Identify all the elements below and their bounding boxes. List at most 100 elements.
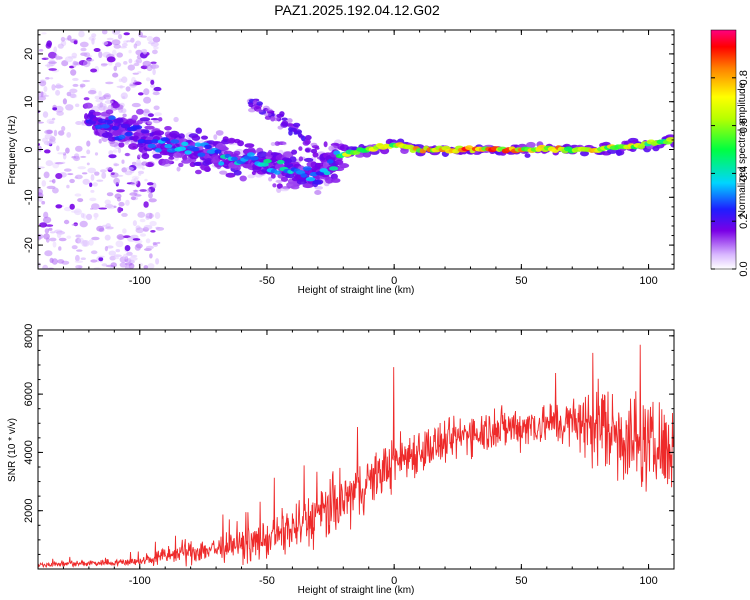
heatmap-cell (58, 246, 62, 251)
heatmap-cell (72, 77, 79, 81)
heatmap-cell (94, 217, 98, 220)
heatmap-cell (141, 153, 150, 160)
heatmap-cell (89, 197, 97, 202)
heatmap-cell (109, 266, 115, 269)
heatmap-cell (60, 36, 66, 42)
heatmap-cell (143, 108, 150, 114)
heatmap-cell (302, 166, 312, 171)
heatmap-cell (105, 226, 114, 230)
heatmap-cell (246, 152, 255, 157)
heatmap-cell (282, 142, 287, 146)
heatmap-cell (145, 245, 154, 250)
heatmap-cell (43, 171, 50, 179)
heatmap-cell (310, 142, 318, 147)
heatmap-cell (118, 142, 125, 148)
snr-y-axis-title: SNR (10 * v/v) (7, 418, 18, 482)
heatmap-cell (86, 140, 91, 147)
heatmap-cell (98, 256, 104, 262)
heatmap-cell (86, 162, 90, 166)
heatmap-cell (102, 94, 110, 98)
heatmap-cell (41, 180, 47, 187)
x-tick-label: 0 (391, 575, 397, 587)
heatmap-cell (249, 156, 259, 161)
heatmap-cell (279, 111, 285, 117)
heatmap-cell (98, 51, 103, 59)
heatmap-cell (91, 37, 95, 45)
heatmap-cell (46, 185, 56, 190)
heatmap-cell (55, 89, 61, 96)
heatmap-cell (197, 152, 206, 157)
heatmap-cell (44, 149, 51, 154)
heatmap-cell (277, 125, 284, 130)
heatmap-cell (272, 183, 277, 188)
heatmap-cell (326, 159, 334, 164)
heatmap-cell (38, 121, 44, 124)
heatmap-cell (123, 61, 128, 65)
heatmap-cell (128, 263, 135, 269)
heatmap-cell (233, 170, 242, 176)
heatmap-cell (173, 152, 182, 158)
heatmap-cell (280, 176, 289, 182)
heatmap-cell (298, 156, 304, 162)
heatmap-cell (312, 152, 319, 158)
heatmap-cell (184, 150, 192, 155)
heatmap-cell (147, 263, 155, 269)
heatmap-cell (41, 32, 47, 35)
heatmap-cell (150, 61, 157, 65)
heatmap-cell (73, 40, 78, 45)
heatmap-cell (98, 118, 107, 124)
heatmap-cell (176, 166, 181, 172)
heatmap-cell (117, 34, 123, 40)
heatmap-cell (69, 203, 75, 210)
heatmap-cell (45, 57, 49, 60)
x-tick-label: 50 (515, 575, 527, 587)
heatmap-cell (252, 100, 258, 105)
heatmap-cell (204, 158, 214, 165)
heatmap-cell (200, 164, 210, 171)
heatmap-cell (117, 206, 122, 213)
heatmap-cell (164, 126, 172, 131)
heatmap-cell (104, 234, 111, 241)
heatmap-cell (91, 203, 100, 210)
heatmap-cell (74, 193, 82, 197)
heatmap-cell (155, 226, 160, 230)
heatmap-cell (139, 189, 147, 192)
heatmap-cell (140, 129, 150, 134)
heatmap-cell (666, 137, 674, 142)
heatmap-cell (52, 179, 56, 184)
heatmap-cell (302, 183, 314, 189)
heatmap-cell (322, 161, 330, 169)
heatmap-cell (152, 49, 158, 55)
heatmap-cell (110, 102, 120, 109)
heatmap-cell (219, 170, 228, 175)
heatmap-cell (158, 117, 163, 122)
heatmap-cell (56, 145, 60, 152)
heatmap-cell (195, 127, 202, 134)
heatmap-cell (81, 172, 88, 175)
heatmap-cell (58, 237, 67, 242)
heatmap-cell (298, 146, 303, 151)
heatmap-cell (108, 154, 117, 159)
heatmap-cell (89, 182, 93, 188)
heatmap-cell (80, 212, 85, 219)
heatmap-cell (72, 83, 79, 87)
heatmap-cell (79, 41, 89, 48)
heatmap-cell (79, 83, 86, 88)
heatmap-cell (115, 62, 122, 68)
heatmap-cell (279, 187, 290, 192)
heatmap-cell (304, 139, 311, 145)
heatmap-cell (130, 37, 135, 43)
heatmap-cell (57, 259, 65, 264)
heatmap-cell (104, 100, 114, 104)
heatmap-cell (146, 36, 154, 42)
heatmap-cell (152, 91, 160, 96)
heatmap-cell (314, 190, 322, 195)
heatmap-cell (257, 151, 268, 159)
heatmap-cell (113, 44, 121, 49)
heatmap-cell (101, 172, 107, 179)
heatmap-cell (259, 162, 269, 167)
y-tick-label: 4000 (23, 440, 35, 464)
heatmap-cell (122, 113, 127, 118)
heatmap-cell (152, 68, 156, 76)
heatmap-cell (98, 139, 102, 144)
